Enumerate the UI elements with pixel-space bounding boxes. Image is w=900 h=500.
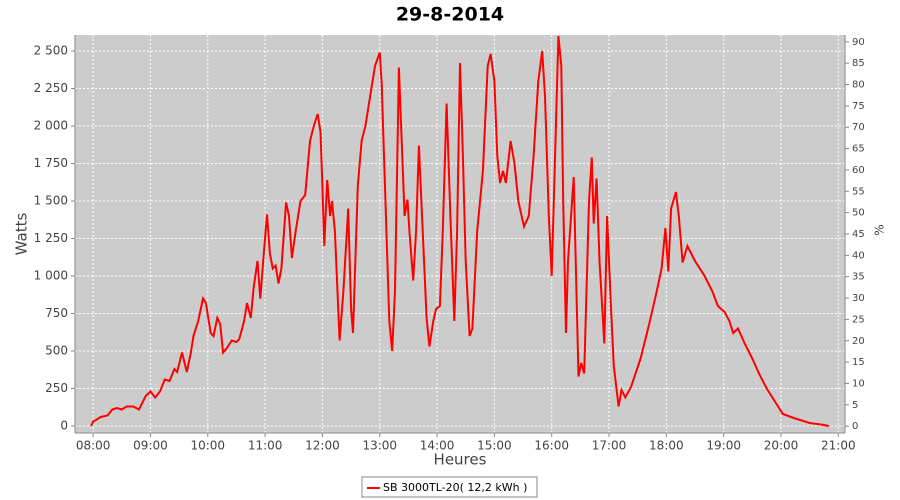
x-tick-label: 17:00 [592, 439, 627, 453]
y2-tick-label: 30 [852, 293, 865, 304]
y2-tick-label: 35 [852, 272, 865, 283]
x-tick-label: 09:00 [133, 439, 168, 453]
y-tick-label: 2 000 [34, 119, 68, 133]
y2-tick-label: 60 [852, 165, 865, 176]
y2-tick-label: 90 [852, 37, 865, 48]
y-tick-label: 250 [45, 381, 68, 395]
y2-axis-label: % [873, 224, 887, 235]
x-tick-label: 13:00 [362, 439, 397, 453]
y-tick-label: 1 750 [34, 156, 68, 170]
y-axis-label: Watts [13, 213, 31, 256]
x-tick-label: 16:00 [534, 439, 569, 453]
data-line [90, 35, 829, 427]
y2-tick-label: 80 [852, 80, 865, 91]
y-tick-label: 0 [60, 418, 68, 432]
x-tick-label: 10:00 [190, 439, 225, 453]
x-tick-label: 15:00 [477, 439, 512, 453]
chart-title: 29-8-2014 [396, 4, 504, 26]
y2-tick-label: 5 [852, 400, 858, 411]
y-tick-label: 500 [45, 343, 68, 357]
y2-tick-label: 20 [852, 336, 865, 347]
x-tick-label: 21:00 [821, 439, 856, 453]
y-tick-label: 1 000 [34, 268, 68, 282]
x-tick-label: 12:00 [305, 439, 340, 453]
y2-tick-label: 85 [852, 58, 865, 69]
y-tick-label: 2 500 [34, 44, 68, 58]
y2-tick-label: 10 [852, 378, 865, 389]
legend [361, 476, 538, 498]
y2-tick-label: 55 [852, 186, 865, 197]
legend-label: SB 3000TL-20( 12,2 kWh ) [383, 481, 527, 494]
x-tick-label: 19:00 [706, 439, 741, 453]
y2-tick-label: 45 [852, 229, 865, 240]
x-tick-label: 20:00 [764, 439, 799, 453]
y2-tick-label: 0 [852, 421, 858, 432]
x-axis-label: Heures [434, 451, 487, 469]
y2-tick-label: 40 [852, 250, 865, 261]
y2-tick-label: 65 [852, 144, 865, 155]
y2-tick-label: 70 [852, 122, 865, 133]
y2-tick-label: 50 [852, 208, 865, 219]
x-tick-label: 14:00 [420, 439, 455, 453]
y2-tick-label: 15 [852, 357, 865, 368]
x-tick-label: 11:00 [248, 439, 283, 453]
x-tick-label: 08:00 [76, 439, 111, 453]
y2-tick-label: 75 [852, 101, 865, 112]
y-tick-label: 1 500 [34, 194, 68, 208]
y-tick-label: 2 250 [34, 81, 68, 95]
y-tick-label: 1 250 [34, 231, 68, 245]
y-tick-label: 750 [45, 306, 68, 320]
y2-tick-label: 25 [852, 314, 865, 325]
x-tick-label: 18:00 [649, 439, 684, 453]
